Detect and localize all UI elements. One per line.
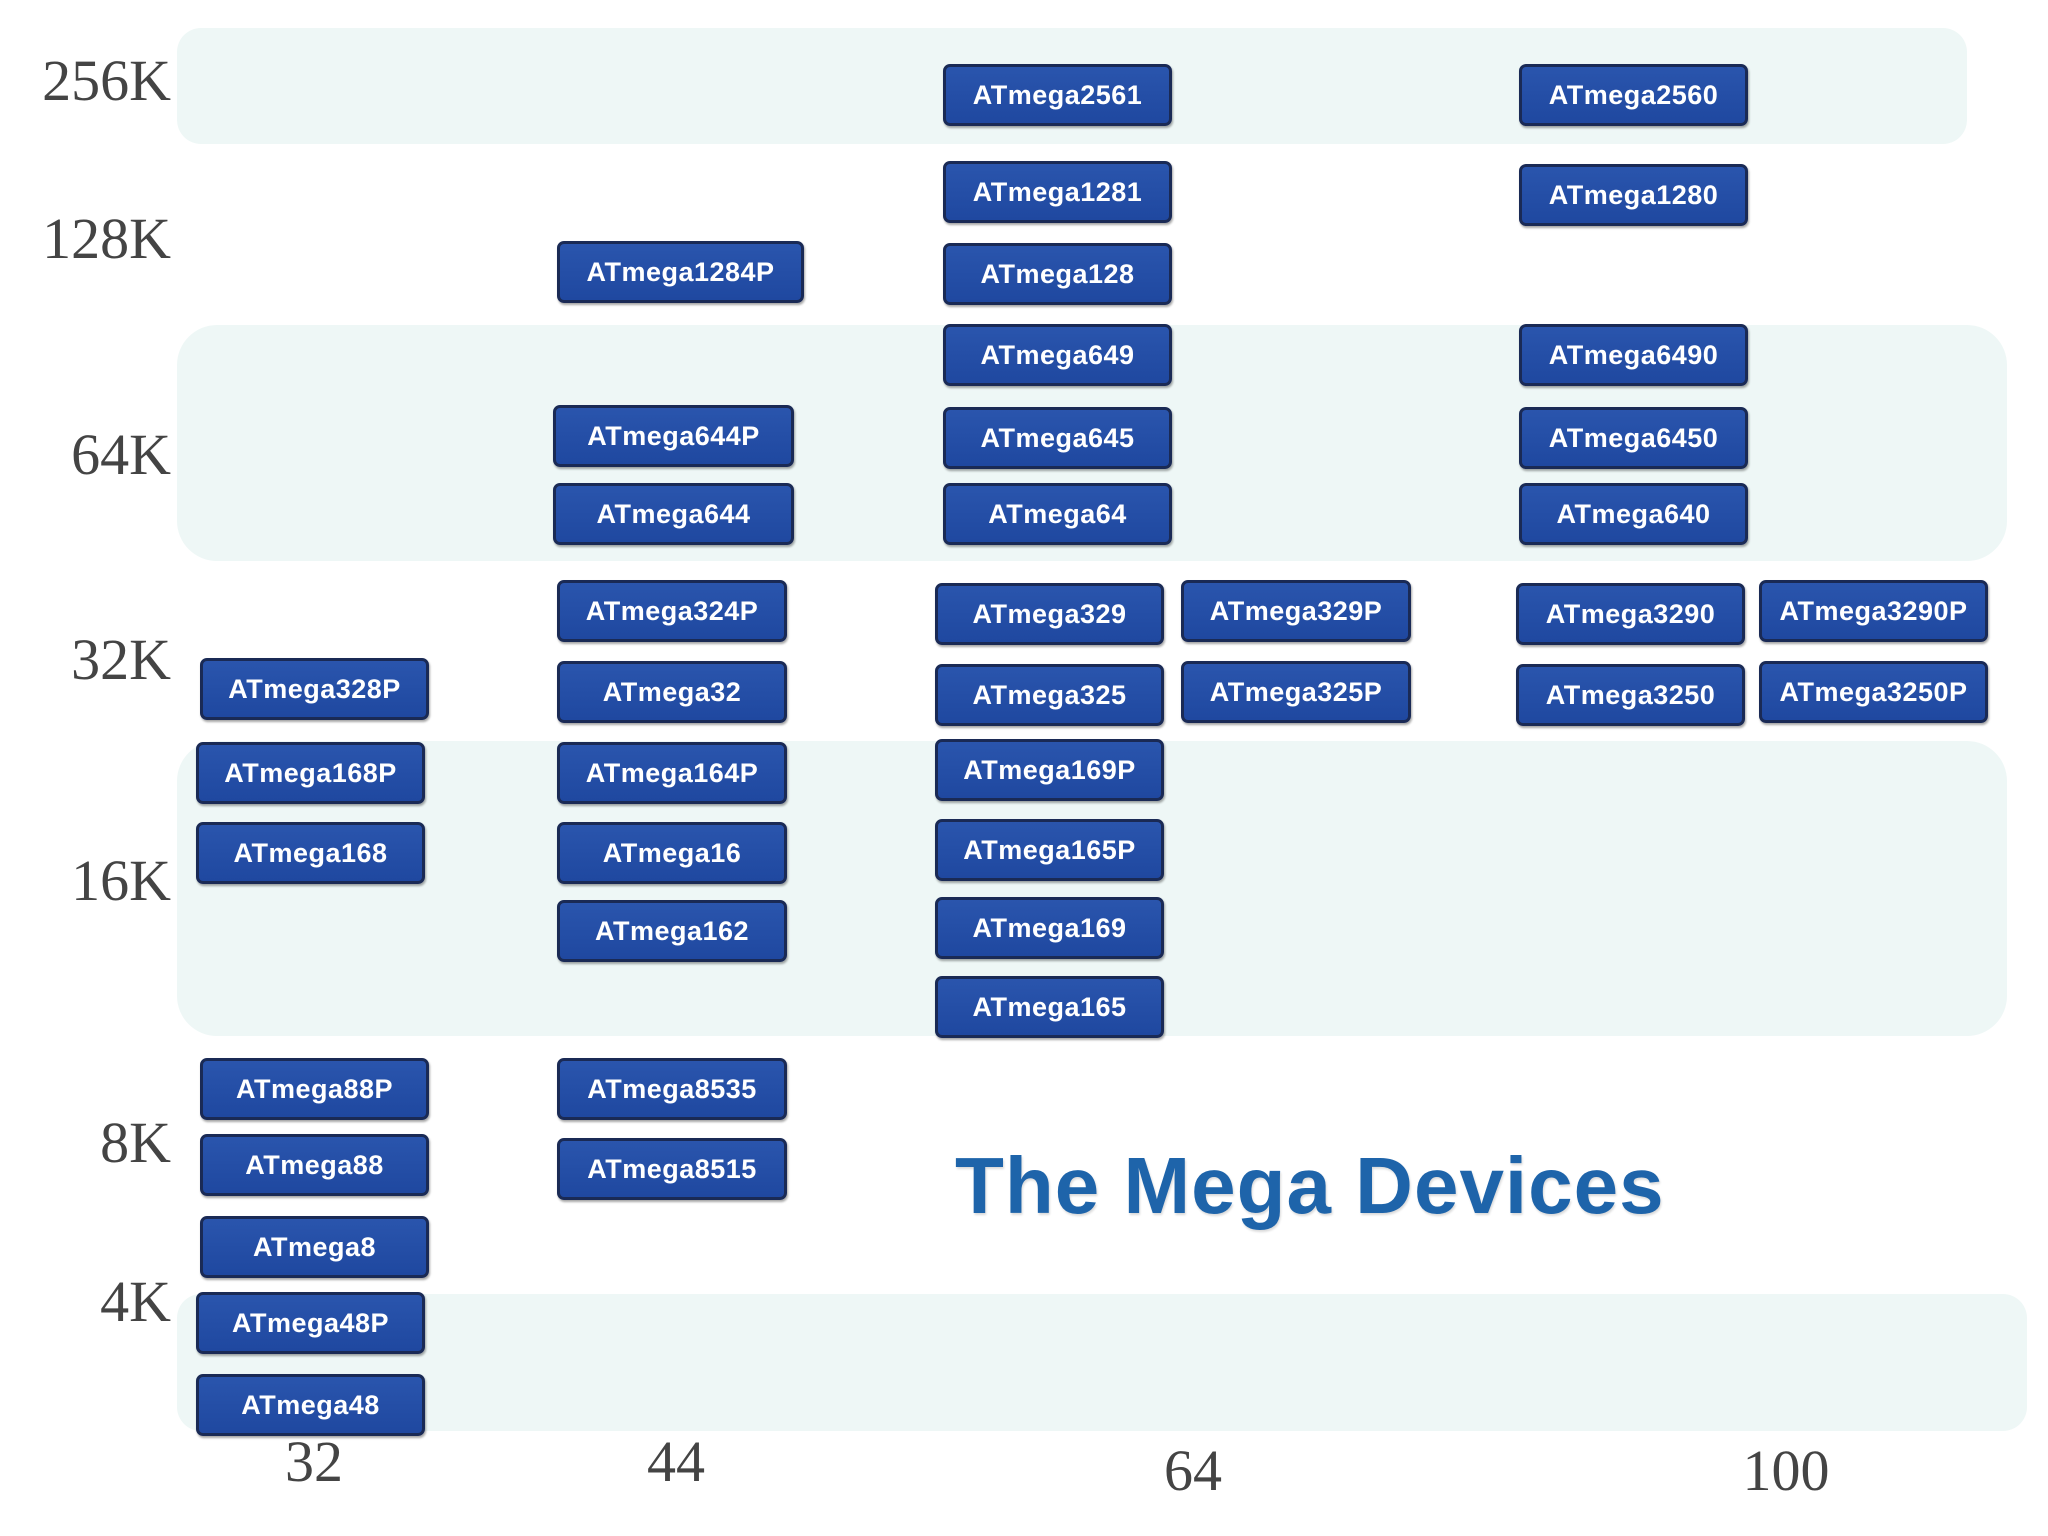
device-atmega88p: ATmega88P bbox=[200, 1058, 429, 1120]
pin-label-100: 100 bbox=[1742, 1438, 1830, 1503]
device-atmega8515: ATmega8515 bbox=[557, 1138, 787, 1200]
device-atmega1280: ATmega1280 bbox=[1519, 164, 1748, 226]
device-atmega644: ATmega644 bbox=[553, 483, 794, 545]
device-atmega645: ATmega645 bbox=[943, 407, 1172, 469]
band-4k bbox=[177, 1294, 2027, 1431]
flash-label-256k: 256K bbox=[42, 48, 171, 113]
device-atmega6490: ATmega6490 bbox=[1519, 324, 1748, 386]
device-atmega48p: ATmega48P bbox=[196, 1292, 425, 1354]
device-atmega64: ATmega64 bbox=[943, 483, 1172, 545]
device-atmega169p: ATmega169P bbox=[935, 739, 1164, 801]
device-atmega8535: ATmega8535 bbox=[557, 1058, 787, 1120]
device-atmega169: ATmega169 bbox=[935, 897, 1164, 959]
device-atmega1284p: ATmega1284P bbox=[557, 241, 804, 303]
device-atmega6450: ATmega6450 bbox=[1519, 407, 1748, 469]
diagram-title: The Mega Devices bbox=[955, 1141, 1665, 1230]
flash-label-128k: 128K bbox=[42, 206, 171, 271]
device-atmega164p: ATmega164P bbox=[557, 742, 787, 804]
device-atmega128: ATmega128 bbox=[943, 243, 1172, 305]
pin-label-64: 64 bbox=[1164, 1438, 1222, 1503]
device-atmega162: ATmega162 bbox=[557, 900, 787, 962]
device-atmega168: ATmega168 bbox=[196, 822, 425, 884]
device-atmega325p: ATmega325P bbox=[1181, 661, 1411, 723]
device-atmega16: ATmega16 bbox=[557, 822, 787, 884]
device-atmega165p: ATmega165P bbox=[935, 819, 1164, 881]
device-atmega168p: ATmega168P bbox=[196, 742, 425, 804]
device-atmega649: ATmega649 bbox=[943, 324, 1172, 386]
device-atmega48: ATmega48 bbox=[196, 1374, 425, 1436]
device-atmega3290: ATmega3290 bbox=[1516, 583, 1745, 645]
device-atmega325: ATmega325 bbox=[935, 664, 1164, 726]
pin-label-44: 44 bbox=[647, 1429, 705, 1494]
flash-label-8k: 8K bbox=[100, 1110, 171, 1175]
device-atmega328p: ATmega328P bbox=[200, 658, 429, 720]
device-atmega3290p: ATmega3290P bbox=[1759, 580, 1988, 642]
pin-label-32: 32 bbox=[285, 1429, 343, 1494]
device-atmega2561: ATmega2561 bbox=[943, 64, 1172, 126]
flash-label-32k: 32K bbox=[71, 627, 171, 692]
device-atmega640: ATmega640 bbox=[1519, 483, 1748, 545]
device-atmega88: ATmega88 bbox=[200, 1134, 429, 1196]
device-atmega644p: ATmega644P bbox=[553, 405, 794, 467]
device-atmega1281: ATmega1281 bbox=[943, 161, 1172, 223]
device-atmega3250: ATmega3250 bbox=[1516, 664, 1745, 726]
device-atmega2560: ATmega2560 bbox=[1519, 64, 1748, 126]
device-atmega8: ATmega8 bbox=[200, 1216, 429, 1278]
device-atmega3250p: ATmega3250P bbox=[1759, 661, 1988, 723]
flash-label-16k: 16K bbox=[71, 848, 171, 913]
flash-label-64k: 64K bbox=[71, 422, 171, 487]
device-atmega329p: ATmega329P bbox=[1181, 580, 1411, 642]
device-atmega165: ATmega165 bbox=[935, 976, 1164, 1038]
device-atmega32: ATmega32 bbox=[557, 661, 787, 723]
flash-label-4k: 4K bbox=[100, 1269, 171, 1334]
device-atmega324p: ATmega324P bbox=[557, 580, 787, 642]
device-atmega329: ATmega329 bbox=[935, 583, 1164, 645]
